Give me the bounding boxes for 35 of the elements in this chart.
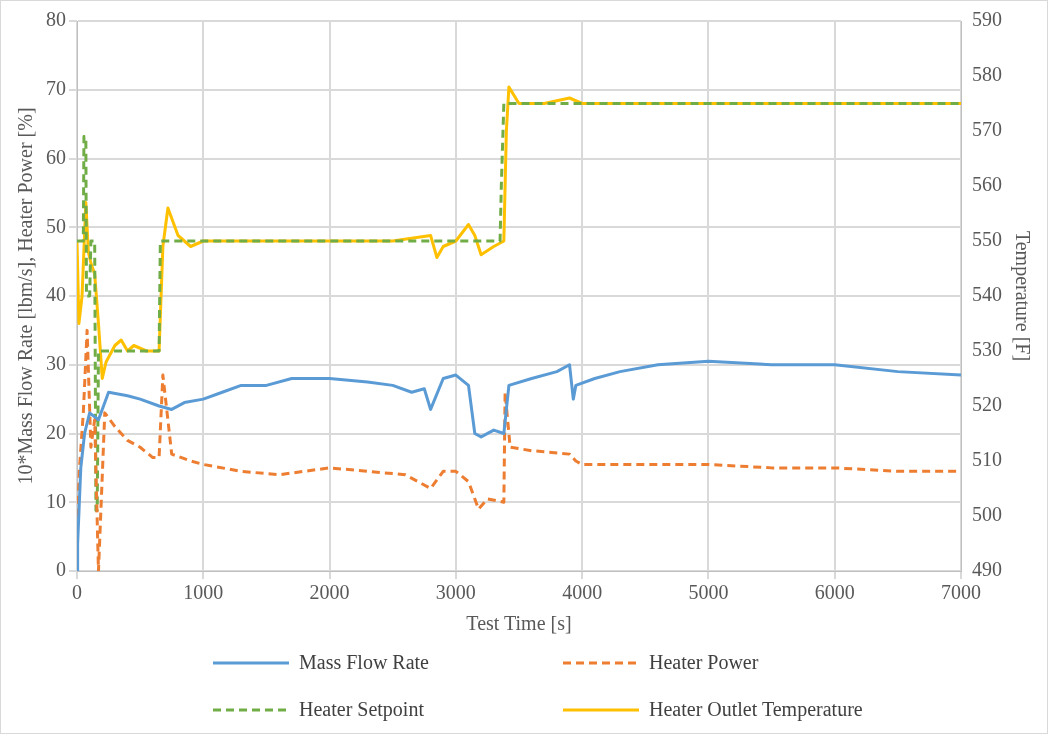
y2-tick-label: 500 — [972, 503, 1002, 526]
x-tick-label: 3000 — [435, 581, 476, 604]
x-tick-label: 4000 — [562, 581, 603, 604]
x-tick-label: 1000 — [183, 581, 224, 604]
y2-tick-label: 530 — [972, 338, 1002, 361]
y2-tick-label: 540 — [972, 283, 1002, 306]
legend-label: Heater Outlet Temperature — [649, 698, 863, 721]
y-tick-label: 70 — [46, 77, 66, 99]
y-tick-label: 50 — [46, 214, 66, 237]
y-tick-label: 20 — [46, 420, 66, 443]
x-axis-title: Test Time [s] — [466, 612, 572, 635]
y-axis-title: 10*Mass Flow Rate [lbm/s], Heater Power [%] — [14, 107, 37, 485]
y2-tick-label: 520 — [972, 393, 1002, 416]
y2-axis-title: Temperature [F] — [1010, 230, 1034, 362]
y-tick-label: 60 — [46, 145, 66, 168]
y-tick-label: 0 — [56, 558, 66, 581]
legend-label: Heater Power — [649, 651, 759, 674]
y-tick-label: 10 — [46, 489, 66, 512]
y2-tick-label: 570 — [972, 118, 1002, 141]
y2-tick-label: 550 — [972, 228, 1002, 251]
y-tick-label: 30 — [46, 352, 66, 374]
y-tick-label: 80 — [46, 8, 66, 31]
y2-tick-label: 590 — [972, 8, 1002, 31]
y-tick-label: 40 — [46, 283, 66, 306]
y2-tick-label: 510 — [972, 448, 1002, 471]
x-tick-label: 2000 — [309, 581, 350, 604]
y2-tick-label: 560 — [972, 173, 1002, 196]
x-tick-label: 5000 — [688, 581, 729, 604]
y2-tick-label: 490 — [972, 558, 1002, 581]
x-tick-label: 6000 — [814, 581, 855, 604]
x-tick-label: 7000 — [941, 581, 981, 604]
y2-tick-label: 580 — [972, 63, 1002, 86]
x-tick-label: 0 — [72, 581, 82, 604]
legend-label: Heater Setpoint — [299, 698, 424, 721]
legend-label: Mass Flow Rate — [299, 651, 429, 674]
